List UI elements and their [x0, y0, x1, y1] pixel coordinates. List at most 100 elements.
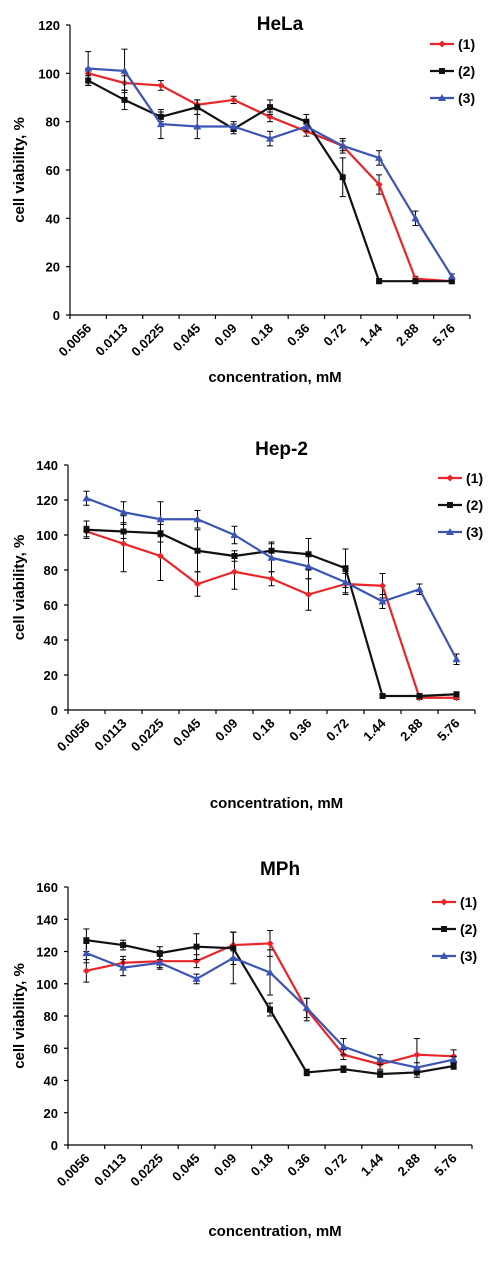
- chart1-y-tick-label: 100: [38, 66, 60, 81]
- chart2-legend-label: (1): [466, 470, 483, 486]
- chart3-legend-marker: [440, 898, 448, 906]
- chart3-series-3-point: [449, 1055, 458, 1063]
- chart1-x-tick-label: 0.045: [170, 321, 204, 355]
- chart2-x-tick-label: 0.0056: [54, 716, 93, 755]
- chart2-series-3-point: [82, 494, 91, 502]
- chart2-series-2-point: [231, 553, 238, 559]
- chart1-title: HeLa: [257, 14, 304, 35]
- chart1-series-1-point: [157, 81, 165, 89]
- chart3-series-2-point: [83, 937, 90, 944]
- chart1-y-tick-label: 20: [46, 260, 60, 275]
- chart1-x-tick-label: 0.09: [211, 321, 240, 350]
- chart1-x-tick-label: 0.18: [248, 321, 277, 350]
- chart3-x-tick-label: 0.72: [321, 1151, 350, 1180]
- chart1-series-2-point: [121, 96, 128, 103]
- chart1-y-tick-label: 40: [46, 211, 60, 226]
- chart2-series-3-point: [341, 578, 350, 586]
- chart2-series-3-point: [415, 585, 424, 593]
- chart2-legend-marker: [447, 502, 453, 508]
- chart3-x-tick-label: 0.36: [284, 1151, 313, 1180]
- chart3-y-tick-label: 80: [44, 1009, 58, 1024]
- chart1-series-2: [85, 75, 455, 285]
- chart1-legend-marker: [439, 68, 445, 74]
- chart2-series-2-point: [194, 547, 201, 554]
- chart2-y-tick-label: 120: [36, 493, 58, 508]
- chart2-series-2-point: [379, 693, 386, 699]
- chart2-legend-item-2: (2): [438, 497, 483, 513]
- chart1-legend-item-1: (1): [430, 36, 475, 52]
- chart2-legend-item-1: (1): [438, 470, 483, 486]
- chart1-x-tick-label: 0.72: [320, 321, 349, 350]
- chart1-series-3-point: [84, 64, 93, 72]
- chart2-x-tick-label: 0.045: [170, 716, 204, 750]
- chart1-series-2-point: [412, 278, 419, 285]
- chart3-legend-item-3: (3): [432, 948, 477, 964]
- chart2-y-tick-label: 140: [36, 458, 58, 473]
- chart2-legend-label: (2): [466, 497, 483, 513]
- chart1-legend-label: (3): [458, 90, 475, 106]
- chart1-series-3-point: [338, 141, 347, 149]
- chart1-series-3-point: [156, 120, 165, 128]
- chart2-series-2-point: [342, 565, 349, 572]
- mph-chart: MPh 0 20 40 60 80 100 120 140 160 0.00560.01130.02…: [11, 859, 477, 1240]
- chart3-series-3-point: [376, 1055, 385, 1063]
- chart3-x-axis-label: concentration, mM: [208, 1223, 341, 1240]
- chart1-series-3-point: [120, 66, 129, 74]
- chart3-x-tick-label: 5.76: [431, 1151, 460, 1180]
- chart3-legend-item-2: (2): [432, 921, 477, 937]
- chart2-series-1-point: [379, 582, 386, 590]
- chart3-series-1-point: [266, 939, 274, 947]
- chart2-title: Hep-2: [255, 439, 308, 460]
- chart2-x-tick-label: 0.18: [249, 716, 278, 745]
- chart1-x-axis-label: concentration, mM: [208, 369, 341, 386]
- chart2-x-tick-label: 2.88: [397, 716, 426, 745]
- chart2-series-1-point: [268, 575, 275, 583]
- chart2-series-1-point: [231, 568, 238, 576]
- chart2-y-tick-label: 60: [44, 598, 58, 613]
- chart3-y-tick-label: 40: [44, 1074, 58, 1089]
- chart3-series-3-point: [155, 958, 164, 966]
- chart3-x-tick-label: 0.045: [169, 1151, 203, 1185]
- chart3-series-2-point: [340, 1066, 347, 1073]
- chart3-series-2-point: [193, 943, 200, 950]
- chart3-legend-marker: [441, 926, 447, 932]
- chart1-series-2-point: [194, 104, 201, 111]
- chart3-series-2-point: [120, 942, 127, 949]
- chart3-series-3-point: [82, 949, 91, 957]
- chart2-x-tick-label: 0.0225: [128, 716, 167, 755]
- chart1-x-tick-label: 2.88: [393, 321, 422, 350]
- chart3-series-3-point: [339, 1042, 348, 1050]
- chart2-series-1-point: [120, 540, 127, 548]
- chart3-series-2-point: [450, 1062, 457, 1069]
- chart3-legend-label: (3): [460, 948, 477, 964]
- chart2-legend-label: (3): [466, 524, 483, 540]
- chart3-title: MPh: [260, 859, 300, 880]
- chart2-series-2-point: [83, 526, 90, 533]
- chart2-legend-marker: [446, 474, 454, 482]
- chart1-y-tick-label: 120: [38, 18, 60, 33]
- chart2-y-axis-label: cell viability, %: [11, 535, 28, 641]
- chart3-legend-label: (1): [460, 894, 477, 910]
- chart1-series-3-point: [229, 122, 238, 130]
- chart2-y-tick-label: 0: [51, 703, 58, 718]
- chart1-series-1-point: [375, 181, 383, 188]
- chart1-legend-marker: [438, 40, 446, 48]
- chart2-series-1-point: [157, 552, 164, 560]
- chart3-series-1-point: [413, 1051, 421, 1059]
- chart2-series-2-point: [120, 528, 127, 535]
- chart3-y-tick-label: 60: [44, 1041, 58, 1056]
- chart1-y-tick-label: 0: [53, 308, 60, 323]
- chart2-series-3-point: [304, 562, 313, 570]
- chart1-legend-label: (2): [458, 63, 475, 79]
- chart3-x-tick-label: 0.0225: [127, 1151, 166, 1190]
- chart2-legend-item-3: (3): [438, 524, 483, 540]
- chart3-x-tick-label: 0.0056: [54, 1151, 93, 1190]
- chart1-series-3-point: [375, 153, 384, 161]
- chart3-series-2-point: [267, 1006, 273, 1013]
- chart3-series-3-point: [229, 953, 238, 961]
- chart1-series-3-point: [447, 272, 456, 280]
- chart3-series-1-point: [193, 957, 201, 965]
- chart1-x-tick-label: 1.44: [357, 320, 386, 349]
- chart2-x-tick-label: 0.0113: [91, 716, 129, 754]
